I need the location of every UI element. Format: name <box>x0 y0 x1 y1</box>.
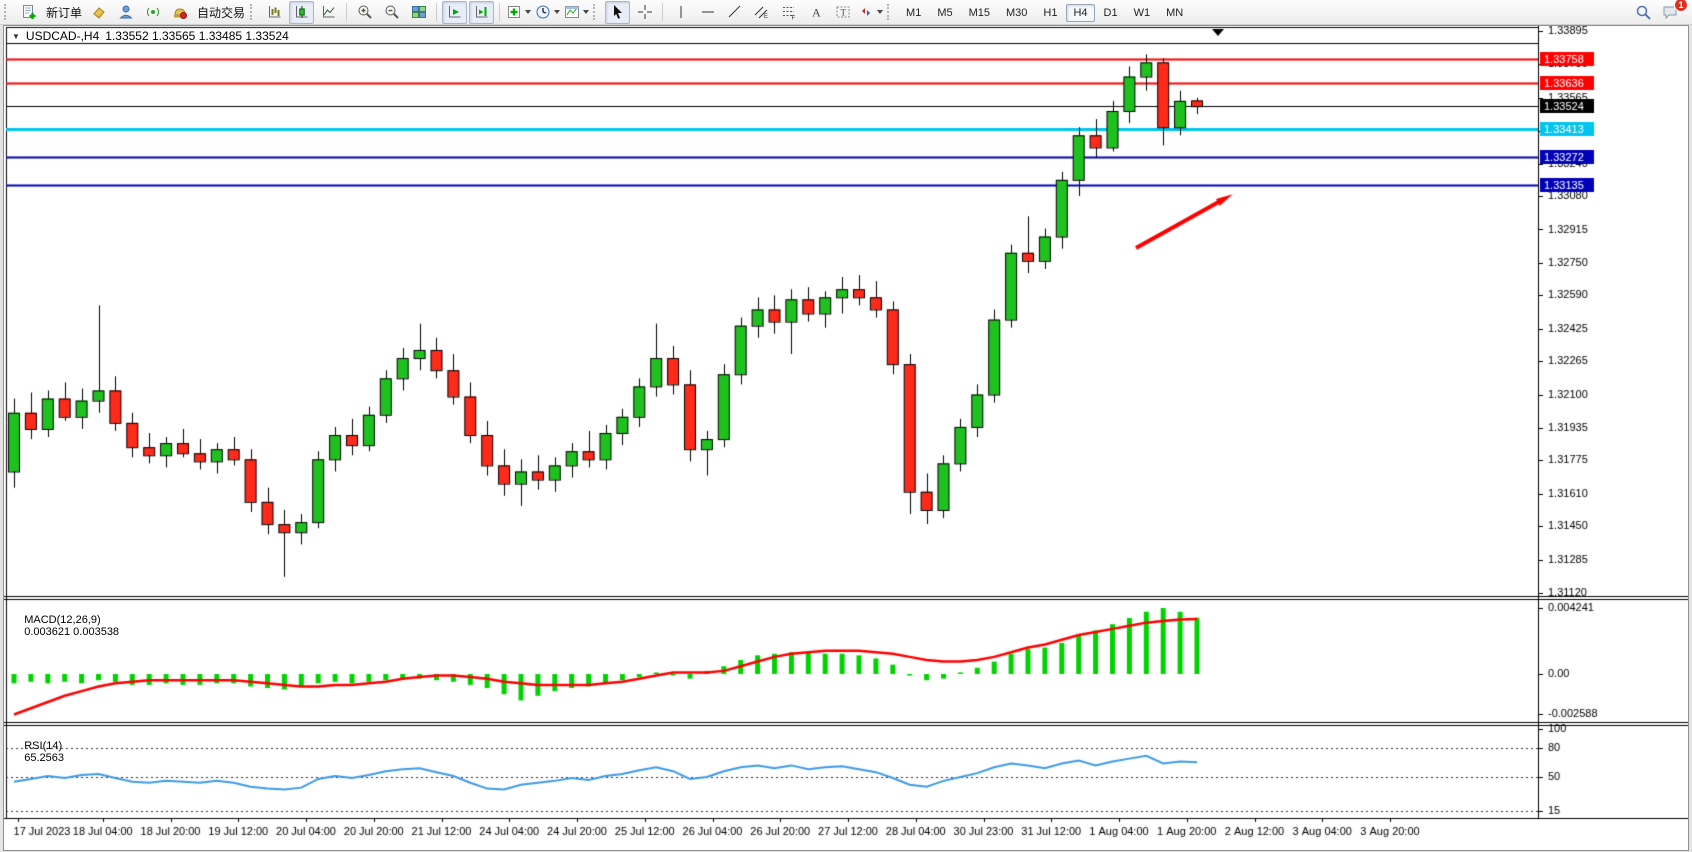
timeframe-group: M1 M5 M15 M30 H1 H4 D1 W1 MN <box>898 3 1191 22</box>
auto-scroll-button[interactable] <box>442 0 468 24</box>
crosshair-icon <box>637 5 652 19</box>
search-icon <box>1636 5 1651 20</box>
chart-shift-icon <box>475 6 488 18</box>
zoom-in-button[interactable] <box>352 1 377 24</box>
candlestick-chart-icon <box>295 6 308 18</box>
chevron-down-icon <box>525 10 532 14</box>
svg-text:E: E <box>764 14 768 20</box>
timeframe-M15[interactable]: M15 <box>968 7 990 19</box>
svg-text:T: T <box>840 8 846 18</box>
timeframe-M30[interactable]: M30 <box>1006 7 1028 19</box>
chart-caption: ▼ USDCAD-,H4 1.33552 1.33565 1.33485 1.3… <box>12 29 289 43</box>
arrows-tool-button[interactable] <box>857 1 884 24</box>
text-button[interactable]: A <box>803 1 828 24</box>
chart-shift-button[interactable] <box>469 0 495 24</box>
chevron-down-icon <box>877 10 884 14</box>
auto-scroll-icon <box>448 6 461 18</box>
chart-canvas[interactable] <box>4 26 1688 848</box>
search-button[interactable] <box>1631 1 1656 24</box>
notifications-button[interactable]: 1 <box>1658 0 1688 24</box>
auto-trading-icon <box>173 8 187 19</box>
vertical-line-button[interactable] <box>668 1 693 24</box>
timeframe-MN[interactable]: MN <box>1166 7 1184 19</box>
template-icon <box>565 6 580 18</box>
text-icon: A <box>812 6 821 20</box>
toolbar-grip[interactable] <box>250 4 257 20</box>
new-order-icon <box>22 5 35 19</box>
new-order-button[interactable] <box>16 1 41 24</box>
timeframe-D1[interactable]: D1 <box>1103 7 1118 19</box>
vertical-line-icon <box>680 6 682 18</box>
templates-button[interactable] <box>563 1 590 24</box>
equidistant-channel-button[interactable]: E <box>749 1 774 24</box>
timeframe-H1[interactable]: H1 <box>1043 7 1058 19</box>
cursor-button[interactable] <box>605 0 631 24</box>
text-label-icon: T <box>836 6 850 18</box>
paint-bucket-icon <box>92 7 105 19</box>
chevron-down-icon <box>583 10 590 14</box>
fibonacci-icon: F <box>782 7 795 21</box>
trendline-icon <box>728 5 740 18</box>
chevron-down-icon <box>554 10 561 14</box>
bar-chart-button[interactable] <box>262 1 287 24</box>
auto-trading-label[interactable]: 自动交易 <box>197 5 246 20</box>
zoom-out-icon <box>385 5 399 19</box>
one-click-expand-icon[interactable]: ▼ <box>12 31 20 41</box>
auto-trading-button[interactable] <box>167 1 192 24</box>
chart-symbol-title: USDCAD-,H4 <box>25 29 100 43</box>
equidistant-channel-icon: E <box>754 6 768 20</box>
trendline-button[interactable] <box>722 1 747 24</box>
periods-button[interactable] <box>534 1 561 24</box>
horizontal-line-button[interactable] <box>695 1 720 24</box>
svg-text:F: F <box>791 16 795 21</box>
chart-window: ▼ USDCAD-,H4 1.33552 1.33565 1.33485 1.3… <box>3 25 1689 851</box>
horizontal-line-icon <box>701 11 714 13</box>
timeframe-M1[interactable]: M1 <box>906 7 922 19</box>
crosshair-button[interactable] <box>632 1 657 24</box>
mql-person-icon <box>118 5 133 19</box>
clock-icon <box>536 5 550 19</box>
zoom-out-button[interactable] <box>379 1 404 24</box>
candlestick-chart-button[interactable] <box>289 0 315 24</box>
new-order-label[interactable]: 新订单 <box>46 5 83 20</box>
tile-windows-icon <box>411 6 426 18</box>
styler-button[interactable] <box>86 1 111 24</box>
signals-button[interactable] <box>140 1 165 24</box>
chart-ohlc-values: 1.33552 1.33565 1.33485 1.33524 <box>105 29 289 43</box>
notification-badge: 1 <box>1674 0 1688 12</box>
toolbar-grip[interactable] <box>4 4 11 20</box>
timeframe-M5[interactable]: M5 <box>937 7 953 19</box>
timeframe-W1[interactable]: W1 <box>1133 7 1151 19</box>
indicators-icon <box>508 6 521 18</box>
rsi-indicator-label: RSI(14) 65.2563 <box>24 740 64 764</box>
indicators-button[interactable] <box>505 1 532 24</box>
fibonacci-button[interactable]: F <box>776 1 801 24</box>
toolbar: 新订单 自动交易 <box>0 0 1692 25</box>
timeframe-H4[interactable]: H4 <box>1066 4 1095 22</box>
macd-indicator-label: MACD(12,26,9) 0.003621 0.003538 <box>24 614 120 638</box>
line-chart-button[interactable] <box>316 1 341 24</box>
signal-icon <box>146 7 159 17</box>
text-label-button[interactable]: T <box>830 1 855 24</box>
cursor-icon <box>613 5 622 19</box>
tile-windows-button[interactable] <box>406 1 431 24</box>
svg-text:A: A <box>812 6 821 20</box>
line-chart-icon <box>322 6 335 18</box>
bar-chart-icon <box>268 6 281 18</box>
arrows-tool-icon <box>862 8 871 16</box>
zoom-in-icon <box>358 5 372 19</box>
toolbar-grip[interactable] <box>887 4 894 20</box>
toolbar-grip[interactable] <box>593 4 600 20</box>
mql-community-button[interactable] <box>113 1 138 24</box>
